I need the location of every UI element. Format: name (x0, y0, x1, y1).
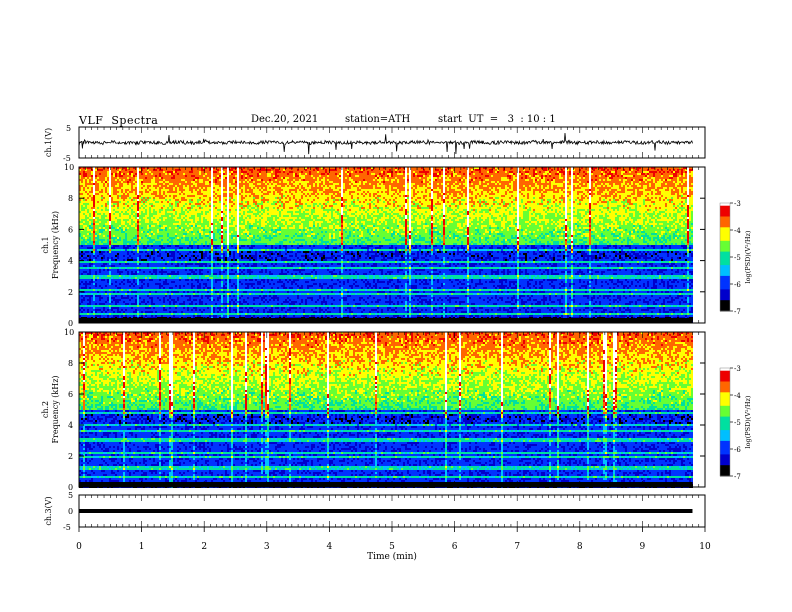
chart-svg: 5-5ch.1(V)0246810ch.1 Frequency (kHz)-3-4… (0, 0, 792, 612)
ch2-spec-ytick-label-2: 2 (68, 452, 73, 461)
ch2-spec-colorbar-title: log(PSD)(V²/Hz) (744, 395, 752, 448)
ch1-spec-colorbar-label--7: -7 (734, 308, 741, 316)
ch1-spec-ytick-label-8: 8 (68, 194, 73, 203)
ch2-spec-colorbar-label--7: -7 (734, 473, 741, 481)
ch3-ytick-label--5: -5 (63, 523, 71, 532)
ch2-spec-heatmap (79, 332, 693, 488)
ch3-ylabel: ch.3(V) (44, 496, 53, 525)
xaxis-label: Time (min) (367, 551, 417, 562)
xtick-label-7: 7 (514, 542, 520, 552)
ch1-spec-ylabel-frequency: Frequency (kHz) (51, 211, 60, 279)
xtick-label-2: 2 (201, 542, 207, 552)
ch2-spec-ytick-label-8: 8 (68, 359, 73, 368)
xtick-label-0: 0 (76, 542, 82, 552)
ch1-spec-colorbar-label--4: -4 (734, 227, 741, 235)
ch1-spec-ytick-label-4: 4 (68, 257, 73, 266)
ch1-spec-colorbar-label--3: -3 (734, 200, 741, 208)
ch1-spec-colorbar-title: log(PSD)(V²/Hz) (744, 230, 752, 283)
ch1-ytick-neg5: -5 (63, 154, 71, 163)
xtick-label-6: 6 (452, 542, 458, 552)
xtick-label-4: 4 (327, 542, 333, 552)
ch1-spec-ytick-label-10: 10 (64, 163, 74, 172)
ch2-spec-colorbar-label--5: -5 (734, 419, 741, 427)
vlf-spectra-figure: VLF Spectra Dec.20, 2021 station=ATH sta… (0, 0, 792, 612)
ch1-spec-colorbar-label--6: -6 (734, 281, 741, 289)
ch2-spec-colorbar-label--6: -6 (734, 446, 741, 454)
ch3-ytick-label-0: 0 (68, 507, 73, 516)
ch2-spec-ylabel-frequency: Frequency (kHz) (51, 375, 60, 443)
ch1-spec-heatmap (79, 167, 693, 323)
xtick-label-8: 8 (577, 542, 583, 552)
xtick-label-9: 9 (640, 542, 646, 552)
ch1-spec-ytick-label-0: 0 (68, 319, 73, 328)
ch2-spec-ytick-label-4: 4 (68, 421, 73, 430)
xtick-label-5: 5 (389, 542, 395, 552)
ch1-spec-ytick-label-6: 6 (68, 225, 73, 234)
ch1-spec-ylabel-channel: ch.1 (41, 236, 50, 253)
ch2-spec-colorbar-label--4: -4 (734, 392, 741, 400)
ch1-ylabel: ch.1(V) (44, 128, 53, 157)
ch2-spec-ylabel-channel: ch.2 (41, 401, 50, 418)
xtick-label-3: 3 (264, 542, 270, 552)
ch1-spec-ytick-label-2: 2 (68, 288, 73, 297)
ch3-ytick-label-5: 5 (68, 491, 73, 500)
xtick-label-1: 1 (139, 542, 145, 552)
ch2-spec-colorbar-label--3: -3 (734, 365, 741, 373)
ch2-spec-ytick-label-10: 10 (64, 328, 74, 337)
ch1-ytick-5: 5 (66, 124, 71, 133)
xtick-label-10: 10 (699, 542, 711, 552)
ch2-spec-ytick-label-6: 6 (68, 390, 73, 399)
ch1-spec-colorbar-label--5: -5 (734, 254, 741, 262)
